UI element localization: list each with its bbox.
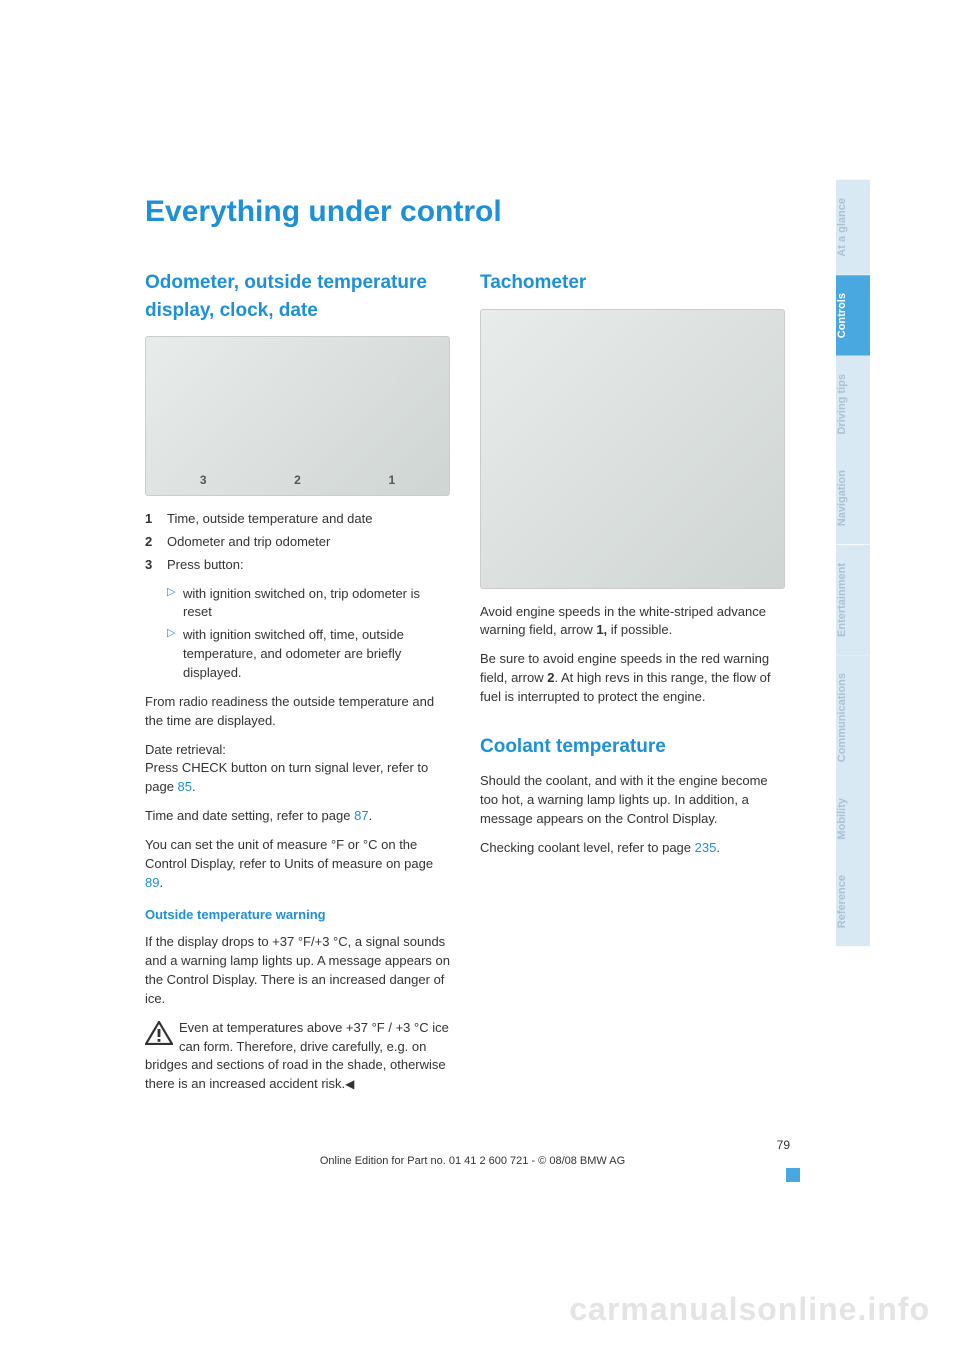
text: .: [192, 779, 196, 794]
item-text: Odometer and trip odometer: [167, 533, 330, 552]
right-column: Tachometer Avoid engine speeds in the wh…: [480, 269, 785, 1104]
text: You can set the unit of measure: [145, 837, 331, 852]
item-number: 2: [145, 533, 167, 552]
bullet-text: with ignition switched on, trip odometer…: [183, 585, 450, 623]
page-number: 79: [777, 1138, 790, 1152]
figure-label-3: 3: [200, 472, 207, 489]
paragraph: Date retrieval: Press CHECK button on tu…: [145, 741, 450, 798]
warning-paragraph: Even at temperatures above +37 °F / +3 °…: [145, 1019, 450, 1094]
paragraph: Should the coolant, and with it the engi…: [480, 772, 785, 829]
bullet-list: ▷ with ignition switched on, trip odomet…: [167, 585, 450, 683]
page-reference-link[interactable]: 235: [695, 840, 717, 855]
paragraph: Avoid engine speeds in the white-striped…: [480, 603, 785, 641]
side-tabs: At a glance Controls Driving tips Naviga…: [836, 180, 870, 947]
triangle-bullet-icon: ▷: [167, 585, 183, 623]
footer-line: Online Edition for Part no. 01 41 2 600 …: [145, 1155, 800, 1167]
page-reference-link[interactable]: 89: [145, 875, 159, 890]
warning-text: Even at temperatures above +37 °F / +3 °…: [145, 1020, 449, 1092]
section-heading-tachometer: Tachometer: [480, 269, 785, 297]
bullet-item: ▷ with ignition switched off, time, outs…: [167, 626, 450, 683]
item-number: 3: [145, 556, 167, 575]
left-column: Odometer, outside temperature display, c…: [145, 269, 450, 1104]
unit-f: °F: [331, 837, 344, 852]
text: Date retrieval:: [145, 742, 226, 757]
section-heading-odometer: Odometer, outside temperature display, c…: [145, 269, 450, 324]
list-item: 2 Odometer and trip odometer: [145, 533, 450, 552]
two-column-layout: Odometer, outside temperature display, c…: [145, 269, 785, 1104]
paragraph: Time and date setting, refer to page 87.: [145, 807, 450, 826]
item-text: Time, outside temperature and date: [167, 510, 372, 529]
numbered-list: 1 Time, outside temperature and date 2 O…: [145, 510, 450, 575]
tab-at-a-glance[interactable]: At a glance: [836, 180, 870, 275]
tab-mobility[interactable]: Mobility: [836, 780, 870, 858]
page-reference-link[interactable]: 85: [178, 779, 192, 794]
tab-navigation[interactable]: Navigation: [836, 452, 870, 544]
page: Everything under control Odometer, outsi…: [0, 0, 960, 1358]
text: .: [716, 840, 720, 855]
triangle-bullet-icon: ▷: [167, 626, 183, 683]
content-area: Everything under control Odometer, outsi…: [145, 195, 785, 1104]
text: .: [159, 875, 163, 890]
figure-label-1: 1: [388, 472, 395, 489]
text: .: [369, 808, 373, 823]
warning-triangle-icon: [145, 1021, 173, 1045]
paragraph: If the display drops to +37 °F/+3 °C, a …: [145, 933, 450, 1008]
bullet-text: with ignition switched off, time, outsid…: [183, 626, 450, 683]
tachometer-figure: [480, 309, 785, 589]
list-item: 1 Time, outside temperature and date: [145, 510, 450, 529]
page-reference-link[interactable]: 87: [354, 808, 368, 823]
subheading-outside-temp-warning: Outside temperature warning: [145, 906, 450, 925]
tab-controls[interactable]: Controls: [836, 275, 870, 356]
end-of-note-icon: ◀: [345, 1077, 354, 1091]
text: Checking coolant level, refer to page: [480, 840, 695, 855]
bullet-item: ▷ with ignition switched on, trip odomet…: [167, 585, 450, 623]
item-number: 1: [145, 510, 167, 529]
page-title: Everything under control: [145, 195, 785, 229]
tab-driving-tips[interactable]: Driving tips: [836, 356, 870, 453]
paragraph: You can set the unit of measure °F or °C…: [145, 836, 450, 893]
tab-reference[interactable]: Reference: [836, 857, 870, 946]
list-item: 3 Press button:: [145, 556, 450, 575]
tab-communications[interactable]: Communications: [836, 655, 870, 780]
arrow-ref-1: 1,: [596, 622, 607, 637]
watermark-text: carmanualsonline.info: [569, 1291, 930, 1328]
tab-entertainment[interactable]: Entertainment: [836, 545, 870, 655]
page-number-marker: [786, 1168, 800, 1182]
paragraph: From radio readiness the outside tempera…: [145, 693, 450, 731]
paragraph: Be sure to avoid engine speeds in the re…: [480, 650, 785, 707]
item-text: Press button:: [167, 556, 244, 575]
figure-label-2: 2: [294, 472, 301, 489]
paragraph: Checking coolant level, refer to page 23…: [480, 839, 785, 858]
section-heading-coolant: Coolant temperature: [480, 733, 785, 761]
text: or: [344, 837, 363, 852]
instrument-cluster-figure: 3 2 1: [145, 336, 450, 496]
text: if possible.: [607, 622, 672, 637]
text: Time and date setting, refer to page: [145, 808, 354, 823]
unit-c: °C: [363, 837, 378, 852]
